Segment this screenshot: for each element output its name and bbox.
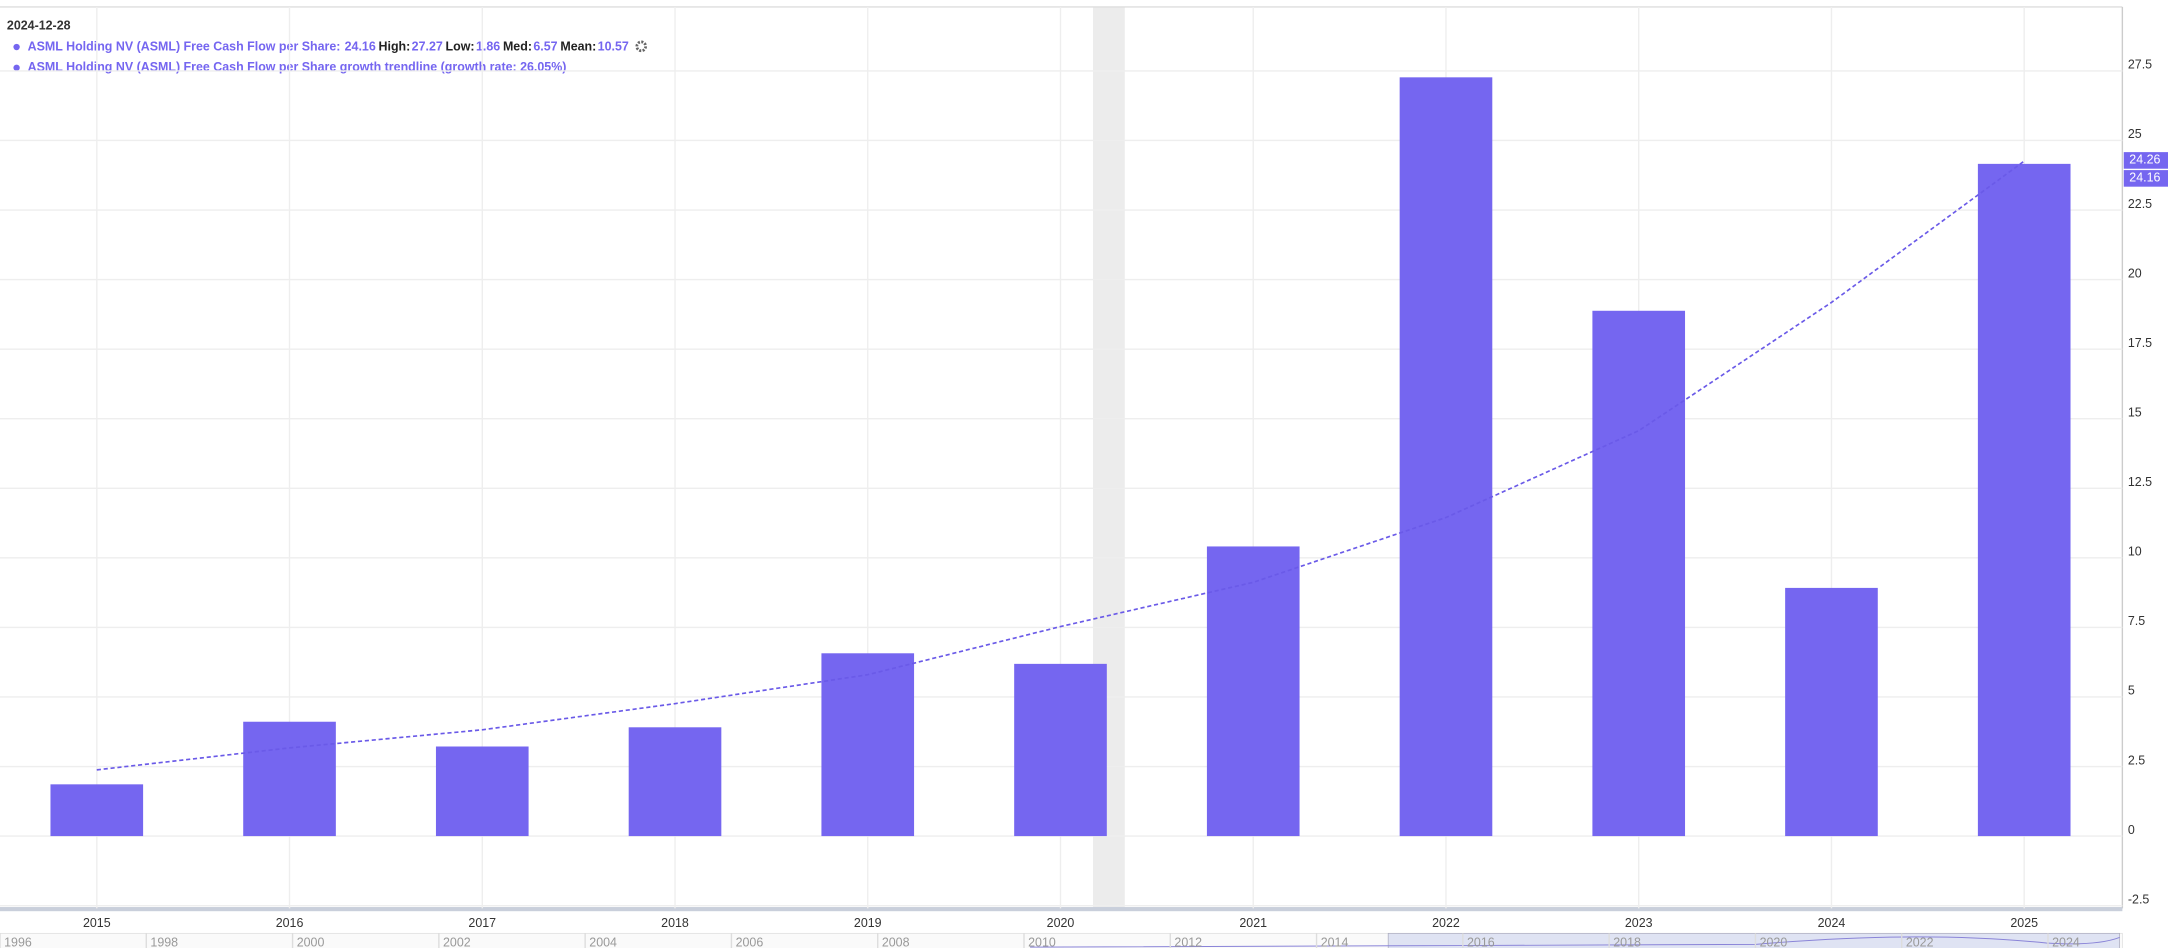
legend-dot: [13, 43, 20, 51]
legend-dot: [13, 64, 20, 71]
navigator-year: 2000: [297, 935, 325, 948]
trend-label: ASML Holding NV (ASML) Free Cash Flow pe…: [28, 60, 567, 74]
trendline: [96, 160, 2025, 771]
y-tick-label: 10: [2128, 545, 2142, 559]
stat-value: 10.57: [598, 39, 629, 53]
bar: [243, 721, 336, 837]
stat-label: Med:: [503, 39, 532, 53]
bar: [821, 653, 915, 837]
x-tick-label: 2018: [661, 916, 689, 930]
navigator-year: 2016: [1467, 935, 1495, 948]
x-tick-label: 2024: [1818, 916, 1846, 930]
series-value: 24.16: [345, 39, 376, 53]
x-tick-label: 2017: [468, 916, 496, 930]
y-tick-label: 15: [2128, 405, 2142, 419]
settings-icon: [635, 40, 648, 53]
y-tick-label: -2.5: [2128, 892, 2150, 906]
stat-value: 27.27: [412, 39, 443, 53]
stat-label: Low:: [446, 39, 475, 53]
x-tick-label: 2020: [1047, 916, 1075, 930]
x-tick-label: 2019: [854, 916, 882, 930]
navigator-year: 2004: [589, 935, 617, 948]
navigator-year: 2024: [2052, 935, 2080, 948]
bar: [1399, 77, 1493, 837]
bar: [435, 746, 529, 837]
navigator-year: 2002: [443, 935, 471, 948]
navigator-line: [1030, 936, 2120, 948]
y-tick-label: 17.5: [2128, 336, 2152, 350]
x-tick-label: 2015: [83, 916, 111, 930]
navigator-year: 2020: [1760, 935, 1788, 948]
y-tick-label: 5: [2128, 684, 2135, 698]
series-label: ASML Holding NV (ASML) Free Cash Flow pe…: [28, 39, 341, 53]
value-badge-label: 24.16: [2129, 171, 2160, 185]
bar: [628, 727, 722, 837]
navigator-year: 2014: [1321, 935, 1349, 948]
y-tick-label: 2.5: [2128, 753, 2145, 767]
y-tick-label: 20: [2128, 266, 2142, 280]
y-tick-label: 25: [2128, 127, 2142, 141]
x-axis-bar: [0, 907, 2123, 912]
navigator-year: 2006: [736, 935, 764, 948]
navigator-year: 1996: [4, 935, 32, 948]
date: 2024-12-28: [7, 19, 71, 33]
navigator-year: 1998: [150, 935, 178, 948]
value-badge: [2123, 152, 2168, 169]
bar: [1014, 663, 1107, 837]
x-tick-label: 2022: [1432, 916, 1460, 930]
x-tick-label: 2023: [1625, 916, 1653, 930]
bar: [1592, 310, 1686, 837]
navigator-year: 2012: [1174, 935, 1202, 948]
y-tick-label: 22.5: [2128, 197, 2152, 211]
value-badge: [2123, 170, 2168, 187]
navigator-year: 2010: [1028, 935, 1056, 948]
navigator-year: 2018: [1613, 935, 1641, 948]
navigator-year: 2022: [1906, 935, 1934, 948]
x-tick-label: 2025: [2010, 916, 2038, 930]
stat-label: High:: [379, 39, 411, 53]
x-tick-label: 2016: [276, 916, 304, 930]
x-tick-label: 2021: [1239, 916, 1267, 930]
stat-value: 1.86: [476, 39, 500, 53]
navigator-year: 2008: [882, 935, 910, 948]
bar: [50, 784, 144, 837]
value-badge-label: 24.26: [2129, 153, 2160, 167]
y-tick-label: 12.5: [2128, 475, 2152, 489]
y-tick-label: 27.5: [2128, 58, 2152, 72]
stat-value: 6.57: [533, 39, 557, 53]
y-tick-label: 0: [2128, 823, 2135, 837]
bar: [1206, 546, 1300, 837]
stat-label: Mean:: [560, 39, 596, 53]
y-tick-label: 7.5: [2128, 614, 2145, 628]
bar: [1977, 163, 2071, 837]
bar: [1785, 587, 1878, 837]
